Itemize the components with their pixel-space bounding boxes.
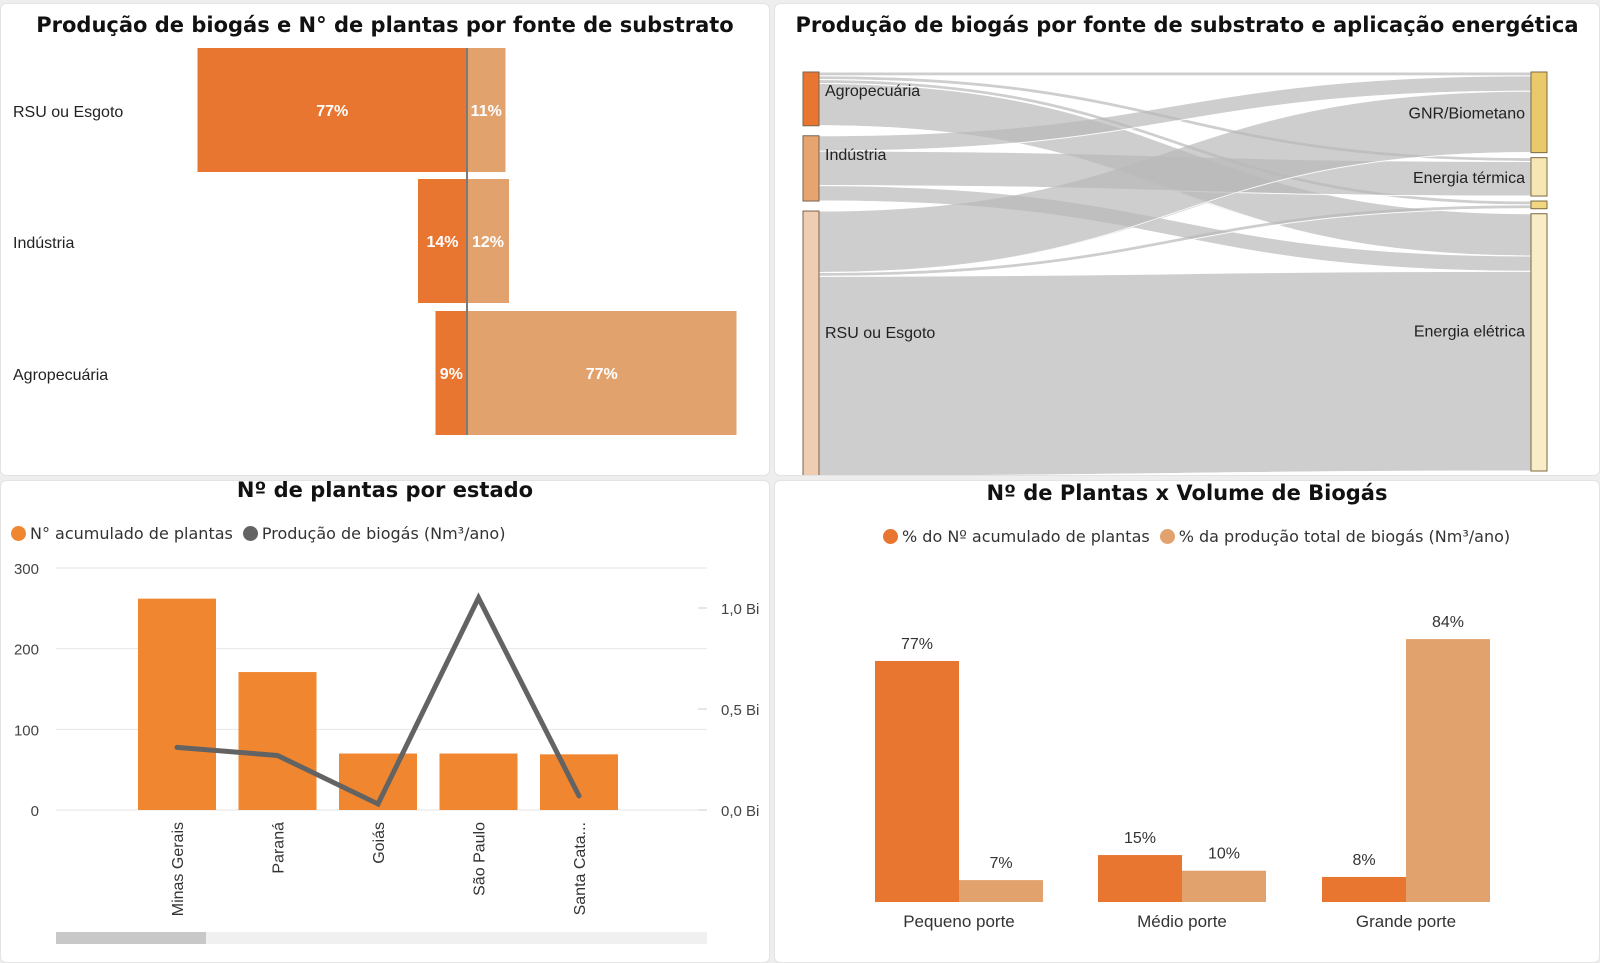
- sankey-target-label: Energia elétrica: [1414, 324, 1525, 341]
- horizontal-scrollbar[interactable]: [56, 932, 707, 944]
- bar-left: [435, 311, 467, 435]
- bar: [238, 672, 317, 810]
- bar: [138, 598, 216, 810]
- legend-item[interactable]: Produção de biogás (Nm³/ano): [242, 524, 506, 543]
- sankey-link-edge: [818, 208, 1532, 277]
- production-line: [174, 592, 582, 808]
- x-tick-label: São Paulo: [472, 822, 489, 896]
- sankey-link: [818, 186, 1532, 271]
- legend-item[interactable]: N° acumulado de plantas: [11, 524, 233, 543]
- data-label: 77%: [586, 366, 618, 383]
- data-label: 15%: [1124, 830, 1156, 847]
- legend-marker: [1159, 529, 1175, 544]
- bar-right: [467, 179, 509, 303]
- sankey-link: [818, 205, 1532, 276]
- x-tick-label: Minas Gerais: [170, 822, 187, 916]
- bar: [875, 660, 959, 902]
- legend-label: Produção de biogás (Nm³/ano): [261, 524, 506, 543]
- sankey-target-node: [1530, 71, 1548, 154]
- legend-marker: [11, 526, 26, 541]
- sankey-target-label: GNR/Biometano: [1409, 105, 1526, 122]
- sankey-link-edge: [818, 83, 1532, 206]
- legend-label: % da produção total de biogás (Nm³/ano): [1178, 527, 1511, 546]
- chart-title: Produção de biogás por fonte de substrat…: [795, 13, 1579, 37]
- data-label: 77%: [316, 103, 348, 120]
- plants-by-state-panel: Nº de plantas por estado N° acumulado de…: [0, 480, 770, 963]
- y-tick-label: 0: [31, 803, 39, 820]
- sankey-source-node: [802, 71, 820, 127]
- sankey-source-label: Indústria: [825, 147, 886, 164]
- x-tick-label: Santa Cata...: [572, 822, 589, 915]
- category-label: Agropecuária: [13, 367, 108, 384]
- diverging-bar-chart: 77% 11% RSU ou Esgoto 14% 12% Indústria 9% 77% A…: [13, 48, 737, 435]
- sankey-source-node: [802, 210, 820, 475]
- bar-left: [197, 48, 467, 172]
- sankey-link: [818, 271, 1532, 475]
- y-tick-label: 100: [14, 722, 39, 739]
- sankey-link-edge: [818, 152, 1532, 273]
- legend-label: N° acumulado de plantas: [30, 524, 233, 543]
- sankey-panel: Produção de biogás por fonte de substrat…: [774, 3, 1600, 476]
- scrollbar-thumb[interactable]: [56, 932, 206, 944]
- x-tick-label: Grande porte: [1356, 912, 1456, 931]
- legend-marker: [883, 529, 898, 544]
- bar: [1182, 870, 1266, 902]
- x-tick-label: Goiás: [371, 822, 388, 864]
- chart-title: Produção de biogás e N° de plantas por f…: [36, 13, 734, 37]
- bar: [959, 880, 1043, 902]
- y-tick-label: 300: [14, 561, 39, 578]
- data-label: 14%: [426, 234, 458, 251]
- sankey-link-edge: [991, 470, 1532, 475]
- data-label: 10%: [1208, 846, 1240, 863]
- data-label: 84%: [1432, 614, 1464, 631]
- data-label: 9%: [440, 366, 463, 383]
- sankey-source-node: [802, 135, 820, 202]
- chart-legend: N° acumulado de plantas Produção de biog…: [11, 524, 505, 543]
- bar: [540, 754, 618, 810]
- data-label: 8%: [1352, 852, 1375, 869]
- sankey-link: [818, 80, 1532, 205]
- sankey-target-node: [1530, 157, 1548, 197]
- sankey-target-node: [1530, 213, 1548, 472]
- bar: [1322, 876, 1406, 902]
- category-label: Indústria: [13, 235, 74, 252]
- combo-chart: 0 100 200 300 0,0 Bi 0,5 Bi 1,0 Bi Minas Gerais…: [14, 561, 759, 916]
- legend-item[interactable]: % da produção total de biogás (Nm³/ano): [1159, 527, 1511, 546]
- legend-marker: [242, 526, 258, 541]
- chart-title: Nº de plantas por estado: [236, 480, 534, 502]
- bar-left: [418, 179, 467, 303]
- category-label: RSU ou Esgoto: [13, 104, 123, 121]
- sankey-source-label: RSU ou Esgoto: [825, 325, 935, 342]
- sankey-source-label: Agropecuária: [825, 83, 920, 100]
- bar: [1098, 855, 1182, 902]
- bar: [1406, 639, 1490, 902]
- data-label: 11%: [471, 103, 502, 120]
- y2-tick-label: 0,0 Bi: [721, 803, 759, 820]
- y2-tick-label: 1,0 Bi: [721, 601, 759, 618]
- x-tick-label: Paraná: [271, 822, 288, 874]
- data-label: 77%: [901, 636, 933, 653]
- grouped-bar-chart: 77% 7% Pequeno porte 15% 10% Médio porte 8% 84%…: [875, 614, 1490, 931]
- data-label: 12%: [472, 234, 504, 251]
- chart-title: Nº de Plantas x Volume de Biogás: [986, 481, 1388, 505]
- size-comparison-panel: Nº de Plantas x Volume de Biogás % do Nº…: [774, 480, 1600, 963]
- sankey-link: [818, 76, 1532, 151]
- sankey-link: [818, 91, 1532, 272]
- bar-right: [467, 48, 506, 172]
- legend-item[interactable]: % do Nº acumulado de plantas: [883, 527, 1150, 546]
- substrate-production-panel: Produção de biogás e N° de plantas por f…: [0, 3, 770, 476]
- x-tick-label: Médio porte: [1137, 912, 1227, 931]
- sankey-chart: Agropecuária Indústria RSU ou Esgoto GNR/Bi…: [802, 71, 1548, 475]
- sankey-link-edge: [818, 90, 1532, 152]
- chart-legend: % do Nº acumulado de plantas % da produç…: [883, 527, 1510, 546]
- data-label: 7%: [989, 855, 1012, 872]
- y2-tick-label: 0,5 Bi: [721, 702, 759, 719]
- bar: [439, 753, 518, 810]
- legend-label: % do Nº acumulado de plantas: [902, 527, 1150, 546]
- sankey-target-label: Energia térmica: [1413, 170, 1525, 187]
- x-tick-label: Pequeno porte: [903, 912, 1015, 931]
- sankey-target-node: [1530, 200, 1548, 210]
- bar-right: [467, 311, 737, 435]
- y-tick-label: 200: [14, 642, 39, 659]
